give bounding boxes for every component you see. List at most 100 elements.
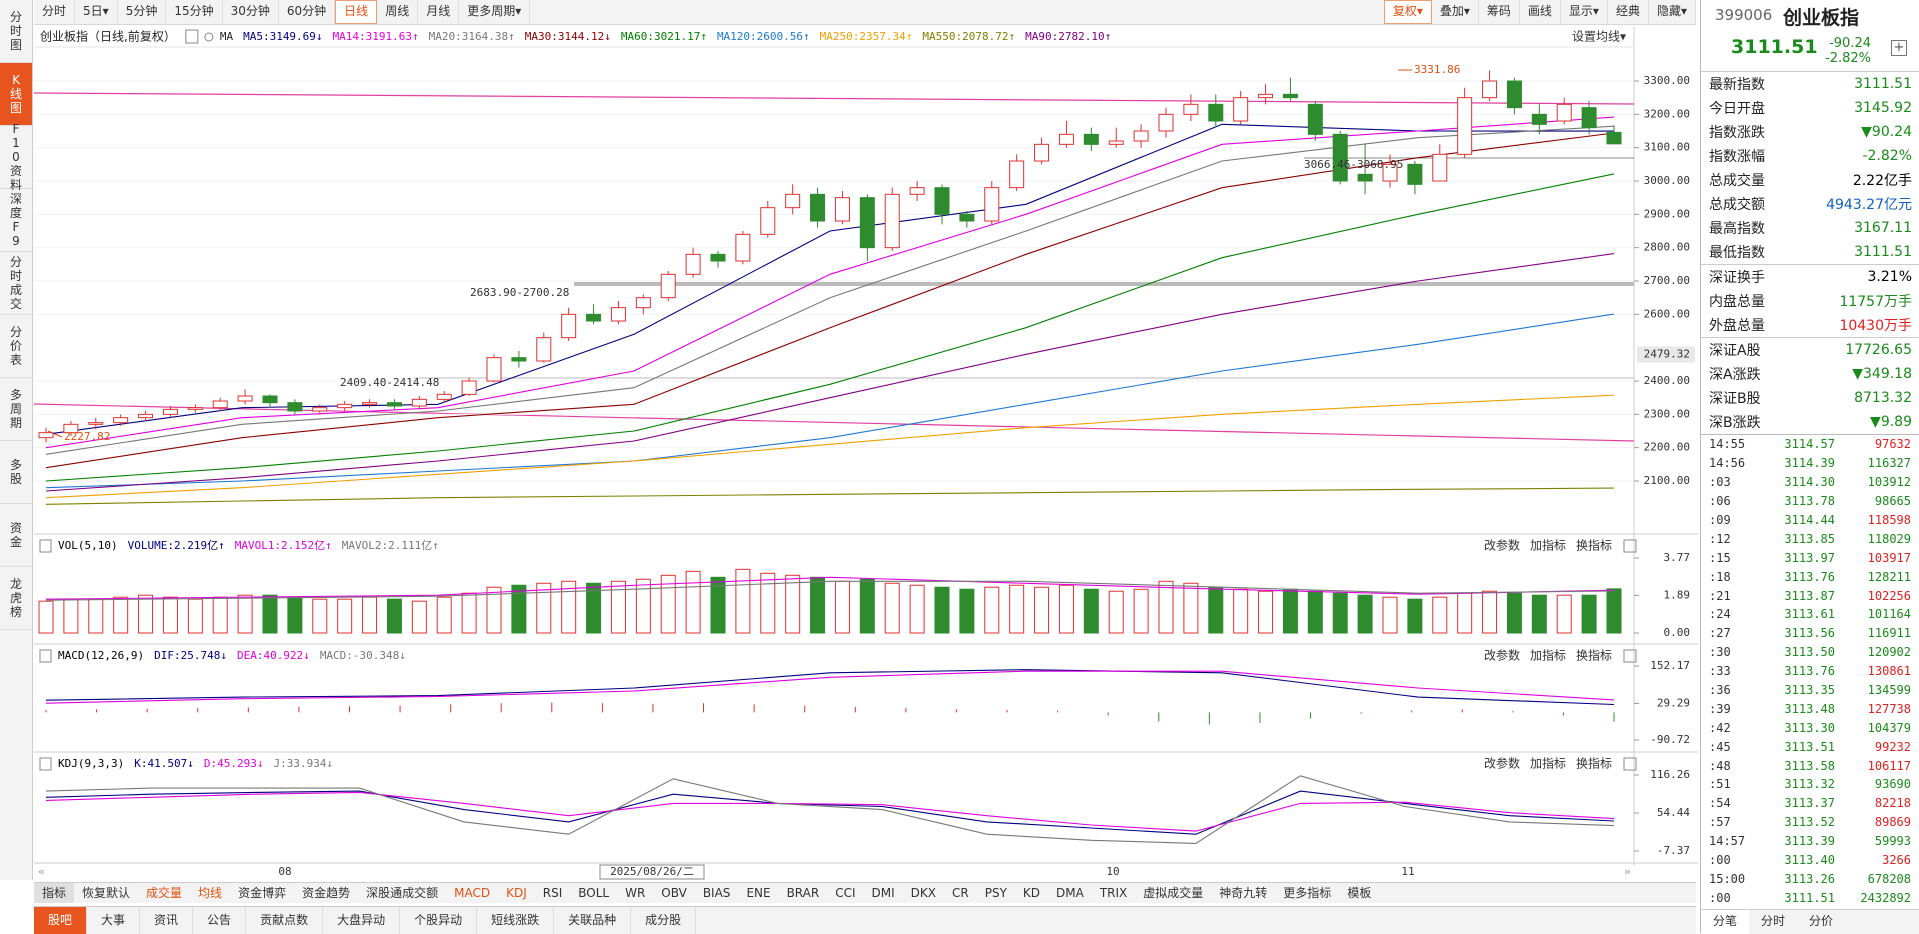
indicator-tab[interactable]: KD — [1022, 886, 1041, 900]
indicator-tab[interactable]: TRIX — [1099, 886, 1128, 900]
tool-button[interactable]: 经典 — [1608, 0, 1649, 24]
candle-body — [187, 407, 203, 410]
indicator-tab[interactable]: 指标 — [34, 883, 75, 903]
scroll-right[interactable]: » — [1624, 865, 1631, 878]
period-button[interactable]: 周线 — [377, 0, 419, 24]
period-button[interactable]: 更多周期▾ — [459, 0, 531, 24]
period-button[interactable]: 30分钟 — [223, 0, 279, 24]
bottom-tab[interactable]: 资讯 — [140, 907, 194, 934]
indicator-tab[interactable]: DKX — [910, 886, 936, 900]
panel-button[interactable]: 改参数 — [1484, 756, 1520, 771]
sidebar-item[interactable]: K线图 — [0, 63, 32, 126]
indicator-tab[interactable]: OBV — [661, 886, 687, 900]
sidebar-item[interactable]: 多周期 — [0, 378, 32, 441]
panel-button[interactable]: 加指标 — [1530, 538, 1566, 553]
bottom-tab[interactable]: 公告 — [193, 907, 247, 934]
sidebar-item[interactable]: 深度F9 — [0, 189, 32, 252]
panel-button[interactable]: 换指标 — [1576, 648, 1612, 663]
tick-volume: 127738 — [1867, 701, 1911, 716]
panel-close[interactable] — [1623, 649, 1637, 663]
period-button[interactable]: 日线 — [335, 0, 378, 24]
panel-legend: KDJ(9,3,3) — [58, 757, 124, 770]
tick-time: :39 — [1709, 701, 1731, 716]
sidebar-item[interactable]: 龙虎榜 — [0, 567, 32, 630]
panel-legend: VOLUME:2.219亿↑ — [128, 539, 225, 552]
indicator-tab[interactable]: 虚拟成交量 — [1143, 886, 1204, 900]
settings-button[interactable]: 设置均线▾ — [1572, 30, 1626, 44]
indicator-tab[interactable]: BIAS — [702, 886, 731, 900]
tick-row: :42 3113.30 104379 — [1701, 718, 1919, 737]
bottom-tab[interactable]: 股吧 — [34, 907, 88, 934]
period-button[interactable]: 5分钟 — [118, 0, 167, 24]
quote-tab[interactable]: 分时 — [1761, 914, 1786, 928]
y-tick-label: -7.37 — [1657, 844, 1690, 857]
tick-volume: 2432892 — [1860, 890, 1911, 905]
sidebar-item[interactable]: 多股 — [0, 441, 32, 504]
indicator-tab[interactable]: MACD — [454, 886, 491, 900]
sidebar-item[interactable]: F10资料 — [0, 122, 32, 192]
indicator-tab[interactable]: DMI — [871, 886, 895, 900]
bottom-tab[interactable]: 大盘异动 — [323, 907, 401, 934]
scroll-left[interactable]: « — [38, 865, 45, 878]
indicator-tab[interactable]: 成交量 — [146, 886, 183, 900]
indicator-tab[interactable]: 均线 — [198, 886, 223, 900]
tool-button[interactable]: 显示▾ — [1561, 0, 1608, 24]
sidebar-item[interactable]: 资金 — [0, 504, 32, 567]
panel-button[interactable]: 加指标 — [1530, 648, 1566, 663]
indicator-tab[interactable]: 资金趋势 — [302, 886, 351, 900]
period-button[interactable]: 月线 — [418, 0, 460, 24]
bottom-tab[interactable]: 成分股 — [631, 907, 697, 934]
indicator-tab[interactable]: DMA — [1056, 886, 1084, 900]
bottom-tab[interactable]: 短线涨跌 — [477, 907, 555, 934]
period-button[interactable]: 分时 — [34, 0, 76, 24]
add-watch[interactable]: + — [1891, 40, 1907, 56]
candle-body — [237, 395, 253, 402]
volume-bar — [884, 582, 900, 634]
indicator-tab[interactable]: PSY — [984, 886, 1007, 900]
tool-button[interactable]: 隐藏▾ — [1649, 0, 1696, 24]
tick-time: :33 — [1709, 664, 1731, 679]
tool-button[interactable]: 叠加▾ — [1432, 0, 1479, 24]
panel-button[interactable]: 换指标 — [1576, 756, 1612, 771]
indicator-tab[interactable]: KDJ — [506, 886, 527, 900]
quote-tab[interactable]: 分价 — [1809, 914, 1834, 928]
indicator-tab[interactable]: RSI — [542, 886, 563, 900]
tool-button[interactable]: 复权▾ — [1383, 0, 1432, 24]
bottom-tab[interactable]: 大事 — [87, 907, 141, 934]
tick-price: 3113.58 — [1784, 758, 1835, 773]
indicator-tab[interactable]: 模板 — [1347, 886, 1372, 900]
indicator-tab[interactable]: BOLL — [578, 886, 610, 900]
sidebar-item[interactable]: 分价表 — [0, 315, 32, 378]
sidebar-item[interactable]: 分时图 — [0, 0, 32, 63]
indicator-tab[interactable]: ENE — [746, 886, 771, 900]
period-button[interactable]: 15分钟 — [166, 0, 223, 24]
indicator-tab[interactable]: 恢复默认 — [82, 886, 131, 900]
quote-tab[interactable]: 分笔 — [1701, 910, 1750, 934]
indicator-tab[interactable]: 神奇九转 — [1219, 886, 1268, 900]
sidebar-item[interactable]: 分时成交 — [0, 252, 32, 315]
panel-button[interactable]: 加指标 — [1530, 756, 1566, 771]
bottom-tab[interactable]: 个股异动 — [400, 907, 478, 934]
indicator-tab[interactable]: CR — [952, 886, 969, 900]
candle-body — [287, 402, 303, 412]
indicator-tab[interactable]: BRAR — [786, 886, 820, 900]
bottom-tab[interactable]: 贡献点数 — [246, 907, 324, 934]
tool-button[interactable]: 画线 — [1520, 0, 1561, 24]
panel-button[interactable]: 改参数 — [1484, 648, 1520, 663]
indicator-tab[interactable]: 更多指标 — [1283, 886, 1332, 900]
period-button[interactable]: 5日▾ — [75, 0, 118, 24]
sidebar-label: 龙虎榜 — [9, 577, 22, 619]
ma-line — [45, 125, 1615, 455]
panel-button[interactable]: 换指标 — [1576, 538, 1612, 553]
quote-table: 最新指数 3111.51 今日开盘 3145.92 指数涨跌 ▼90.24 指数涨幅 -2.8… — [1701, 71, 1919, 435]
panel-close[interactable] — [1623, 757, 1637, 771]
panel-button[interactable]: 改参数 — [1484, 538, 1520, 553]
indicator-tab[interactable]: 深股通成交额 — [366, 886, 439, 900]
tool-button[interactable]: 筹码 — [1479, 0, 1520, 24]
indicator-tab[interactable]: CCI — [835, 886, 856, 900]
period-button[interactable]: 60分钟 — [279, 0, 336, 24]
bottom-tab[interactable]: 关联品种 — [554, 907, 632, 934]
indicator-tab[interactable]: WR — [625, 886, 646, 900]
indicator-tab[interactable]: 资金博弈 — [238, 886, 287, 900]
panel-close[interactable] — [1623, 539, 1637, 553]
